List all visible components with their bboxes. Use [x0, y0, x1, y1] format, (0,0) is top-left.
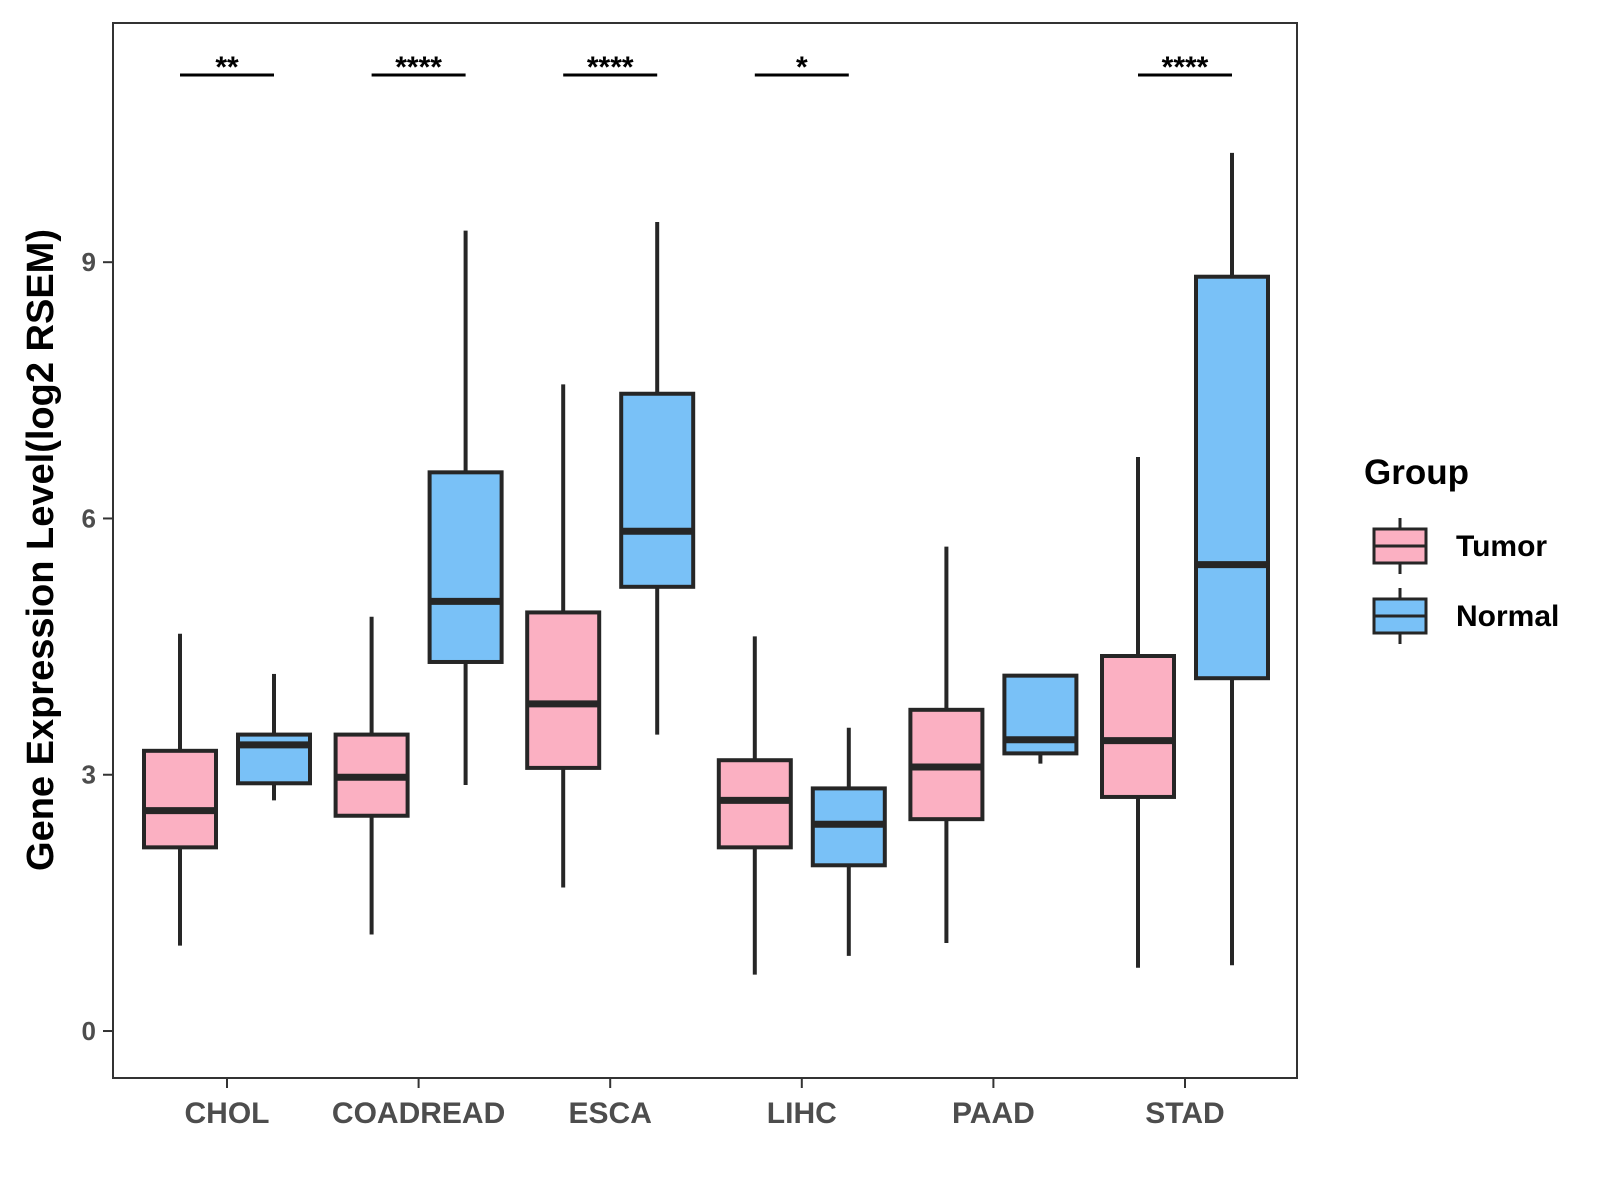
box-tumor-chol — [142, 633, 218, 946]
y-axis-title: Gene Expression Level(log2 RSEM) — [20, 229, 62, 871]
legend-label-tumor: Tumor — [1456, 530, 1547, 563]
box-body — [142, 748, 218, 850]
x-tick-label: COADREAD — [332, 1097, 505, 1130]
y-tick-label: 9 — [82, 247, 96, 277]
box-tumor-stad — [1100, 456, 1176, 968]
legend-label-normal: Normal — [1456, 600, 1559, 633]
box-normal-paad — [1002, 673, 1079, 764]
legend: Group Tumor Normal — [1364, 453, 1559, 644]
box-tumor-coadread — [333, 616, 410, 935]
significance-label: **** — [395, 51, 442, 84]
x-tick-label: LIHC — [767, 1097, 837, 1130]
box-body — [427, 470, 504, 664]
plot-panel — [112, 22, 1298, 1079]
box-body — [1100, 654, 1176, 799]
box-tumor-lihc — [716, 636, 793, 975]
significance-label: **** — [587, 51, 634, 84]
significance-label: **** — [1162, 51, 1209, 84]
box-tumor-esca — [525, 384, 602, 888]
y-tick-label: 3 — [82, 760, 96, 790]
box-body — [619, 391, 696, 589]
legend-title: Group — [1364, 453, 1469, 492]
box-normal-chol — [236, 673, 312, 801]
significance-label: ** — [215, 51, 239, 84]
box-tumor-paad — [908, 546, 985, 944]
legend-key-tumor — [1372, 518, 1428, 574]
box-normal-coadread — [427, 230, 504, 785]
x-tick-label: ESCA — [569, 1097, 652, 1130]
box-body — [525, 610, 602, 770]
significance-label: * — [796, 51, 808, 84]
box-normal-lihc — [810, 727, 887, 956]
y-tick-label: 0 — [82, 1016, 96, 1046]
box-body — [1194, 274, 1270, 681]
legend-key-normal — [1372, 588, 1428, 644]
x-tick-label: CHOL — [185, 1097, 270, 1130]
x-tick-label: STAD — [1145, 1097, 1224, 1130]
box-normal-stad — [1194, 152, 1270, 966]
y-tick-label: 6 — [82, 503, 96, 533]
x-tick-label: PAAD — [952, 1097, 1035, 1130]
box-normal-esca — [619, 222, 696, 735]
